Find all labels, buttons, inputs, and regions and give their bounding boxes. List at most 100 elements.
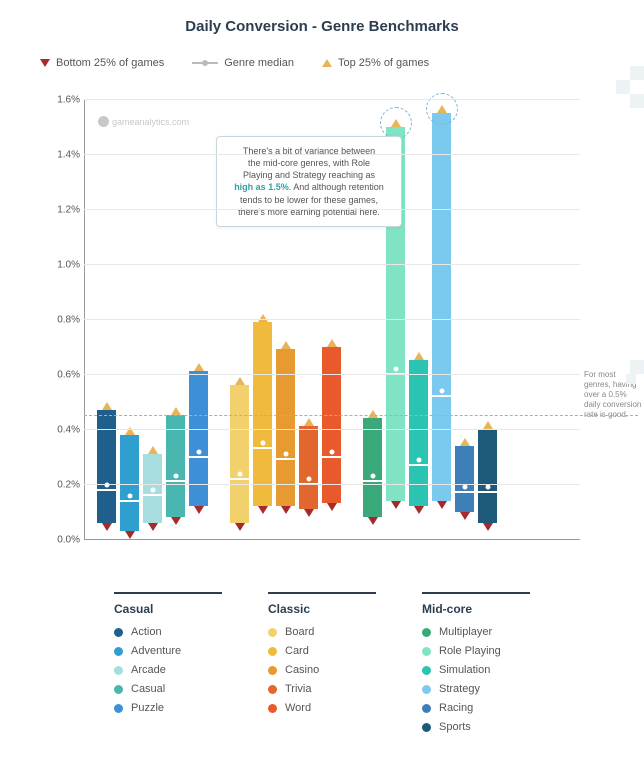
triangle-down-icon xyxy=(304,509,314,517)
legend-top: Bottom 25% of games Genre median Top 25%… xyxy=(0,35,644,69)
annotation-box: There's a bit of variance between the mi… xyxy=(216,136,402,227)
triangle-up-icon xyxy=(281,341,291,349)
legend-item: Multiplayer xyxy=(422,626,530,638)
legend-item-label: Sports xyxy=(439,721,471,733)
triangle-up-icon xyxy=(368,410,378,418)
legend-item: Adventure xyxy=(114,645,222,657)
chart-title: Daily Conversion - Genre Benchmarks xyxy=(0,0,644,35)
legend-item-label: Puzzle xyxy=(131,702,164,714)
legend-item: Casual xyxy=(114,683,222,695)
y-tick-label: 0.0% xyxy=(40,535,80,546)
legend-bottom25: Bottom 25% of games xyxy=(40,57,164,69)
legend-column-header: Casual xyxy=(114,592,222,616)
legend-bottom-label: Bottom 25% of games xyxy=(56,57,164,69)
legend-item-label: Simulation xyxy=(439,664,490,676)
triangle-up-icon xyxy=(322,59,332,67)
triangle-up-icon xyxy=(460,438,470,446)
triangle-up-icon xyxy=(304,418,314,426)
legend-column-mid-core: Mid-core Multiplayer Role Playing Simulatio… xyxy=(422,592,530,740)
legend-item: Sports xyxy=(422,721,530,733)
legend-item-label: Trivia xyxy=(285,683,311,695)
gridline xyxy=(84,484,580,485)
triangle-down-icon xyxy=(125,531,135,539)
triangle-down-icon xyxy=(483,523,493,531)
watermark-text: gameanalytics.com xyxy=(112,117,189,127)
y-tick-label: 1.0% xyxy=(40,260,80,271)
swatch-icon xyxy=(268,628,277,637)
y-tick-label: 0.4% xyxy=(40,425,80,436)
triangle-down-icon xyxy=(102,523,112,531)
reference-line xyxy=(84,415,638,416)
triangle-down-icon xyxy=(194,506,204,514)
triangle-down-icon xyxy=(281,506,291,514)
legend-item: Board xyxy=(268,626,376,638)
legend-item: Simulation xyxy=(422,664,530,676)
legend-item-label: Strategy xyxy=(439,683,480,695)
swatch-icon xyxy=(114,704,123,713)
legend-item-label: Action xyxy=(131,626,162,638)
legend-median: Genre median xyxy=(192,57,294,69)
triangle-up-icon xyxy=(125,427,135,435)
triangle-down-icon xyxy=(368,517,378,525)
decoration xyxy=(626,374,636,384)
triangle-down-icon xyxy=(460,512,470,520)
legend-item: Casino xyxy=(268,664,376,676)
triangle-down-icon xyxy=(437,501,447,509)
legend-item: Card xyxy=(268,645,376,657)
triangle-up-icon xyxy=(194,363,204,371)
legend-median-label: Genre median xyxy=(224,57,294,69)
callout-circle xyxy=(380,107,412,139)
decoration xyxy=(630,360,644,374)
legend-column-casual: Casual Action Adventure Arcade Casual Puzzle xyxy=(114,592,222,740)
legend-column-header: Classic xyxy=(268,592,376,616)
swatch-icon xyxy=(422,666,431,675)
triangle-down-icon xyxy=(148,523,158,531)
swatch-icon xyxy=(422,647,431,656)
legend-item: Strategy xyxy=(422,683,530,695)
median-glyph-icon xyxy=(192,58,218,68)
triangle-up-icon xyxy=(258,314,268,322)
legend-item-label: Casual xyxy=(131,683,165,695)
y-tick-label: 0.2% xyxy=(40,480,80,491)
legend-item: Action xyxy=(114,626,222,638)
legend-item: Role Playing xyxy=(422,645,530,657)
swatch-icon xyxy=(268,685,277,694)
swatch-icon xyxy=(422,723,431,732)
triangle-up-icon xyxy=(327,339,337,347)
swatch-icon xyxy=(422,704,431,713)
y-tick-label: 0.6% xyxy=(40,370,80,381)
decoration xyxy=(616,80,630,94)
legend-item: Word xyxy=(268,702,376,714)
swatch-icon xyxy=(422,685,431,694)
y-tick-label: 1.2% xyxy=(40,205,80,216)
swatch-icon xyxy=(114,647,123,656)
triangle-up-icon xyxy=(414,352,424,360)
gridline xyxy=(84,264,580,265)
swatch-icon xyxy=(268,647,277,656)
annotation-line: There's a bit of variance between xyxy=(227,145,391,157)
triangle-down-icon xyxy=(258,506,268,514)
legend-item-label: Word xyxy=(285,702,311,714)
swatch-icon xyxy=(422,628,431,637)
gridline xyxy=(84,154,580,155)
swatch-icon xyxy=(268,666,277,675)
category-legend: CasualActionAdventureArcadeCasualPuzzleC… xyxy=(114,592,530,740)
legend-item: Racing xyxy=(422,702,530,714)
triangle-up-icon xyxy=(171,407,181,415)
y-tick-label: 1.6% xyxy=(40,95,80,106)
triangle-up-icon xyxy=(483,421,493,429)
legend-item: Puzzle xyxy=(114,702,222,714)
legend-column-header: Mid-core xyxy=(422,592,530,616)
triangle-down-icon xyxy=(40,59,50,67)
legend-item-label: Adventure xyxy=(131,645,181,657)
triangle-up-icon xyxy=(148,446,158,454)
watermark-icon xyxy=(98,116,109,127)
y-tick-label: 0.8% xyxy=(40,315,80,326)
annotation-line: Playing and Strategy reaching as xyxy=(227,169,391,181)
legend-item: Arcade xyxy=(114,664,222,676)
triangle-down-icon xyxy=(327,503,337,511)
swatch-icon xyxy=(268,704,277,713)
legend-item-label: Board xyxy=(285,626,314,638)
gridline xyxy=(84,209,580,210)
legend-top25: Top 25% of games xyxy=(322,57,429,69)
